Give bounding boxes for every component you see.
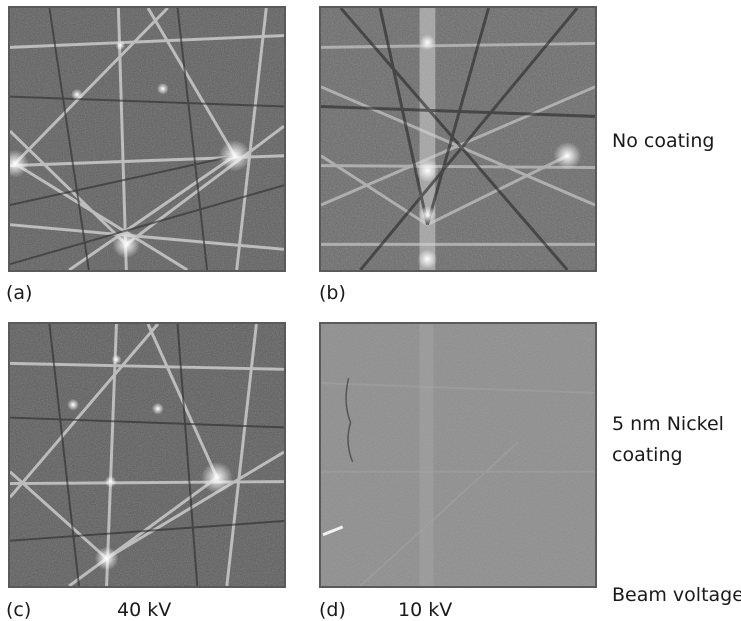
- panel-label-a: (a): [6, 282, 33, 304]
- row-label-no-coating: No coating: [612, 130, 715, 152]
- pattern-b-image: [321, 8, 595, 270]
- kikuchi-pattern-b: [319, 6, 597, 272]
- pattern-a-image: [10, 8, 284, 270]
- panel-label-c: (c): [6, 599, 32, 621]
- voltage-label-40kv: 40 kV: [117, 599, 172, 621]
- voltage-label-10kv: 10 kV: [398, 599, 453, 621]
- kikuchi-pattern-a: [8, 6, 286, 272]
- pattern-d-image: [321, 324, 595, 586]
- kikuchi-pattern-d: [319, 322, 597, 588]
- kikuchi-pattern-c: [8, 322, 286, 588]
- pattern-c-image: [10, 324, 284, 586]
- panel-label-d: (d): [319, 599, 346, 621]
- axis-label-beam-voltage: Beam voltage: [612, 584, 741, 606]
- panel-label-b: (b): [319, 282, 346, 304]
- row-label-nickel-coating: 5 nm Nickel coating: [612, 413, 724, 466]
